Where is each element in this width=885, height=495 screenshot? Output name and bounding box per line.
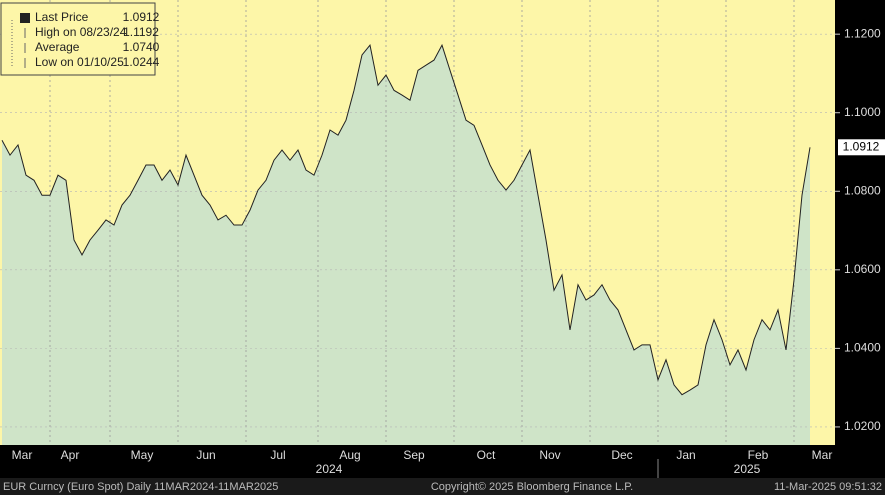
legend-name: Low on 01/10/25	[35, 55, 124, 69]
bottom-axis-band	[0, 445, 885, 478]
legend-value: 1.0912	[123, 10, 160, 24]
y-tick-label: 1.1200	[844, 26, 881, 40]
x-tick-label: Dec	[611, 448, 632, 462]
x-tick-label: Mar	[812, 448, 833, 462]
x-tick-label: Jan	[676, 448, 695, 462]
year-label: 2024	[316, 462, 343, 476]
last-value-tag	[838, 139, 885, 156]
legend-value: 1.1192	[123, 25, 159, 39]
footer-right: 11-Mar-2025 09:51:32	[774, 481, 882, 493]
legend-name: High on 08/23/24	[35, 25, 127, 39]
x-tick-label: Aug	[339, 448, 360, 462]
legend-name: Last Price	[35, 10, 89, 24]
x-tick-label: May	[131, 448, 154, 462]
legend-swatch	[20, 13, 30, 23]
area-fill	[2, 45, 810, 446]
footer-left: EUR Curncy (Euro Spot) Daily 11MAR2024-1…	[3, 481, 278, 493]
x-tick-label: Mar	[12, 448, 33, 462]
x-tick-label: Jul	[270, 448, 285, 462]
x-tick-label: Nov	[539, 448, 560, 462]
footer-center: Copyright© 2025 Bloomberg Finance L.P.	[431, 481, 633, 493]
x-tick-label: Apr	[61, 448, 80, 462]
x-tick-label: Oct	[477, 448, 496, 462]
y-tick-label: 1.0200	[844, 419, 881, 433]
x-tick-label: Jun	[196, 448, 215, 462]
y-tick-label: 1.1000	[844, 105, 881, 119]
legend-value: 1.0740	[123, 40, 160, 54]
footer-band	[0, 478, 885, 495]
year-label: 2025	[734, 462, 761, 476]
last-value-label: 1.0912	[843, 139, 880, 153]
y-tick-label: 1.0600	[844, 262, 881, 276]
y-tick-label: 1.0800	[844, 183, 881, 197]
x-tick-label: Feb	[748, 448, 769, 462]
right-axis-band	[835, 0, 885, 478]
price-line	[1, 43, 811, 396]
legend-value: 1.0244	[123, 55, 160, 69]
legend-name: Average	[35, 40, 80, 54]
y-tick-label: 1.0400	[844, 341, 881, 355]
x-tick-label: Sep	[403, 448, 425, 462]
